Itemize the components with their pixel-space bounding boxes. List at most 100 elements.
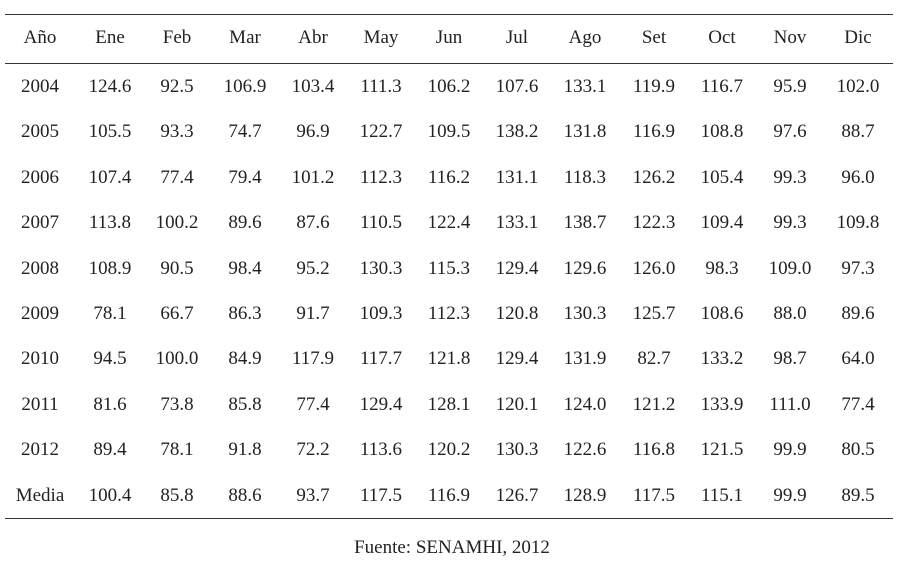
table-cell: 97.6 [773, 121, 807, 143]
table-cell: 115.3 [427, 257, 471, 279]
table-cell: 90.5 [160, 257, 194, 279]
table-cell: 117.9 [291, 348, 335, 370]
table-cell: 91.8 [228, 439, 262, 461]
table-cell: 130.3 [495, 439, 539, 461]
table-cell: 133.2 [700, 348, 744, 370]
row-label: 2006 [21, 166, 59, 188]
table-cell: 122.4 [427, 212, 471, 234]
table-cell: 100.4 [88, 484, 132, 506]
table-cell: 94.5 [93, 348, 127, 370]
table-cell: 78.1 [160, 439, 194, 461]
table-cell: 128.1 [427, 393, 471, 415]
table-cell: 116.8 [632, 439, 676, 461]
header-cell: Set [641, 27, 667, 48]
table-cell: 103.4 [291, 76, 335, 97]
table-cell: 78.1 [93, 303, 127, 324]
table-cell: 116.9 [427, 484, 471, 506]
table-cell: 130.3 [359, 257, 403, 279]
table-cell: 88.6 [228, 484, 262, 506]
table-cell: 122.6 [563, 439, 607, 461]
table-cell: 106.2 [427, 76, 471, 97]
table-cell: 133.9 [700, 393, 744, 415]
table-cell: 99.3 [773, 212, 807, 234]
table-cell: 129.6 [563, 257, 607, 279]
table-cell: 66.7 [160, 303, 194, 324]
row-label: 2009 [21, 303, 59, 324]
table-cell: 93.7 [296, 484, 330, 506]
table-cell: 138.7 [563, 212, 607, 234]
table-cell: 88.0 [773, 303, 807, 324]
table-cell: 84.9 [228, 348, 262, 370]
table-cell: 116.9 [632, 121, 676, 143]
table-cell: 95.2 [296, 257, 330, 279]
table-cell: 100.2 [155, 212, 199, 234]
header-cell: Feb [162, 27, 192, 48]
table-cell: 117.5 [632, 484, 676, 506]
table-cell: 89.5 [841, 484, 875, 506]
table-cell: 79.4 [228, 166, 262, 188]
table-cell: 115.1 [700, 484, 744, 506]
table-cell: 105.4 [700, 166, 744, 188]
table-cell: 111.0 [769, 393, 811, 415]
table-cell: 87.6 [296, 212, 330, 234]
table-cell: 112.3 [427, 303, 471, 324]
table-cell: 126.0 [632, 257, 676, 279]
table-cell: 124.0 [563, 393, 607, 415]
table-cell: 81.6 [93, 393, 127, 415]
table-cell: 129.4 [495, 348, 539, 370]
table-cell: 109.8 [836, 212, 880, 234]
table-cell: 108.8 [700, 121, 744, 143]
table-cell: 107.6 [495, 76, 539, 97]
table-cell: 73.8 [160, 393, 194, 415]
table-cell: 96.0 [841, 166, 875, 188]
table-cell: 109.4 [700, 212, 744, 234]
bottom-rule [5, 518, 893, 519]
header-cell: Dic [844, 27, 872, 48]
table-cell: 100.0 [155, 348, 199, 370]
table-cell: 109.0 [768, 257, 812, 279]
table-cell: 77.4 [160, 166, 194, 188]
table-cell: 138.2 [495, 121, 539, 143]
header-cell: Nov [773, 27, 807, 48]
table-cell: 119.9 [632, 76, 676, 97]
table-cell: 129.4 [359, 393, 403, 415]
header-cell: Jul [505, 27, 529, 48]
table-cell: 113.8 [88, 212, 132, 234]
table-cell: 130.3 [563, 303, 607, 324]
table-cell: 121.2 [632, 393, 676, 415]
table-cell: 106.9 [223, 76, 267, 97]
row-label: 2010 [21, 348, 59, 370]
table-cell: 113.6 [359, 439, 403, 461]
header-rule [5, 63, 893, 64]
header-cell: May [363, 27, 399, 48]
header-cell: Ene [95, 27, 125, 48]
table-cell: 112.3 [359, 166, 403, 188]
table-cell: 89.6 [228, 212, 262, 234]
table-cell: 98.3 [705, 257, 739, 279]
table-cell: 122.3 [632, 212, 676, 234]
table-cell: 117.5 [359, 484, 403, 506]
top-rule [5, 14, 893, 15]
table-cell: 96.9 [296, 121, 330, 143]
table-cell: 85.8 [228, 393, 262, 415]
table-cell: 89.6 [841, 303, 875, 324]
table-cell: 108.6 [700, 303, 744, 324]
header-cell: Oct [708, 27, 736, 48]
table-cell: 109.3 [359, 303, 403, 324]
table-cell: 110.5 [359, 212, 403, 234]
table-cell: 97.3 [841, 257, 875, 279]
table-cell: 131.8 [563, 121, 607, 143]
table-cell: 85.8 [160, 484, 194, 506]
table-cell: 124.6 [88, 76, 132, 97]
header-cell: Año [23, 27, 57, 48]
source-note: Fuente: SENAMHI, 2012 [354, 537, 550, 558]
table-cell: 116.7 [700, 76, 744, 97]
table-cell: 121.8 [427, 348, 471, 370]
table-cell: 128.9 [563, 484, 607, 506]
table-cell: 131.1 [495, 166, 539, 188]
header-cell: Abr [298, 27, 328, 48]
table-cell: 98.7 [773, 348, 807, 370]
row-label: 2012 [21, 439, 59, 461]
table-cell: 88.7 [841, 121, 875, 143]
